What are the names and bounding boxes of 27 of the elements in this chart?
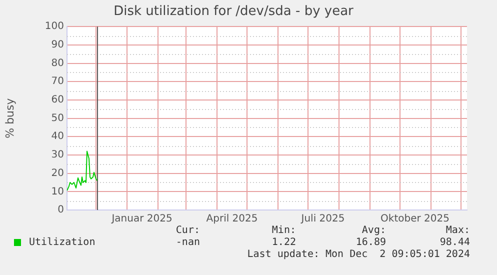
text: 16.89 [356,237,386,248]
y-tick-label: 10 [51,186,64,198]
y-tick-label: 60 [51,94,64,106]
text: -nan [176,237,200,248]
y-tick-label: 70 [51,76,64,88]
y-axis-title: % busy [3,98,16,138]
y-tick-label: 80 [51,58,64,69]
text: Max: [446,225,470,236]
x-tick-label: Oktober 2025 [380,214,450,225]
y-tick-label: 50 [51,112,64,124]
y-tick-label: 30 [51,150,64,161]
legend-label: Utilization [29,237,96,248]
y-tick-label: 40 [51,131,64,142]
text: Cur: [176,225,200,236]
text: Last update: Mon Dec 2 09:05:01 2024 [247,249,470,260]
text: 98.44 [440,237,470,248]
text: 1.22 [272,237,296,248]
text: Min: [272,225,296,236]
y-tick-label: 100 [44,21,64,32]
y-tick-label: 20 [51,168,64,179]
chart-title: Disk utilization for /dev/sda - by year [114,4,354,20]
x-tick-label: April 2025 [206,214,258,225]
x-tick-label: Juli 2025 [300,214,345,225]
text: Avg: [362,225,386,236]
y-tick-label: 90 [51,40,64,51]
y-tick-label: 0 [58,204,64,216]
x-tick-label: Januar 2025 [110,214,172,225]
